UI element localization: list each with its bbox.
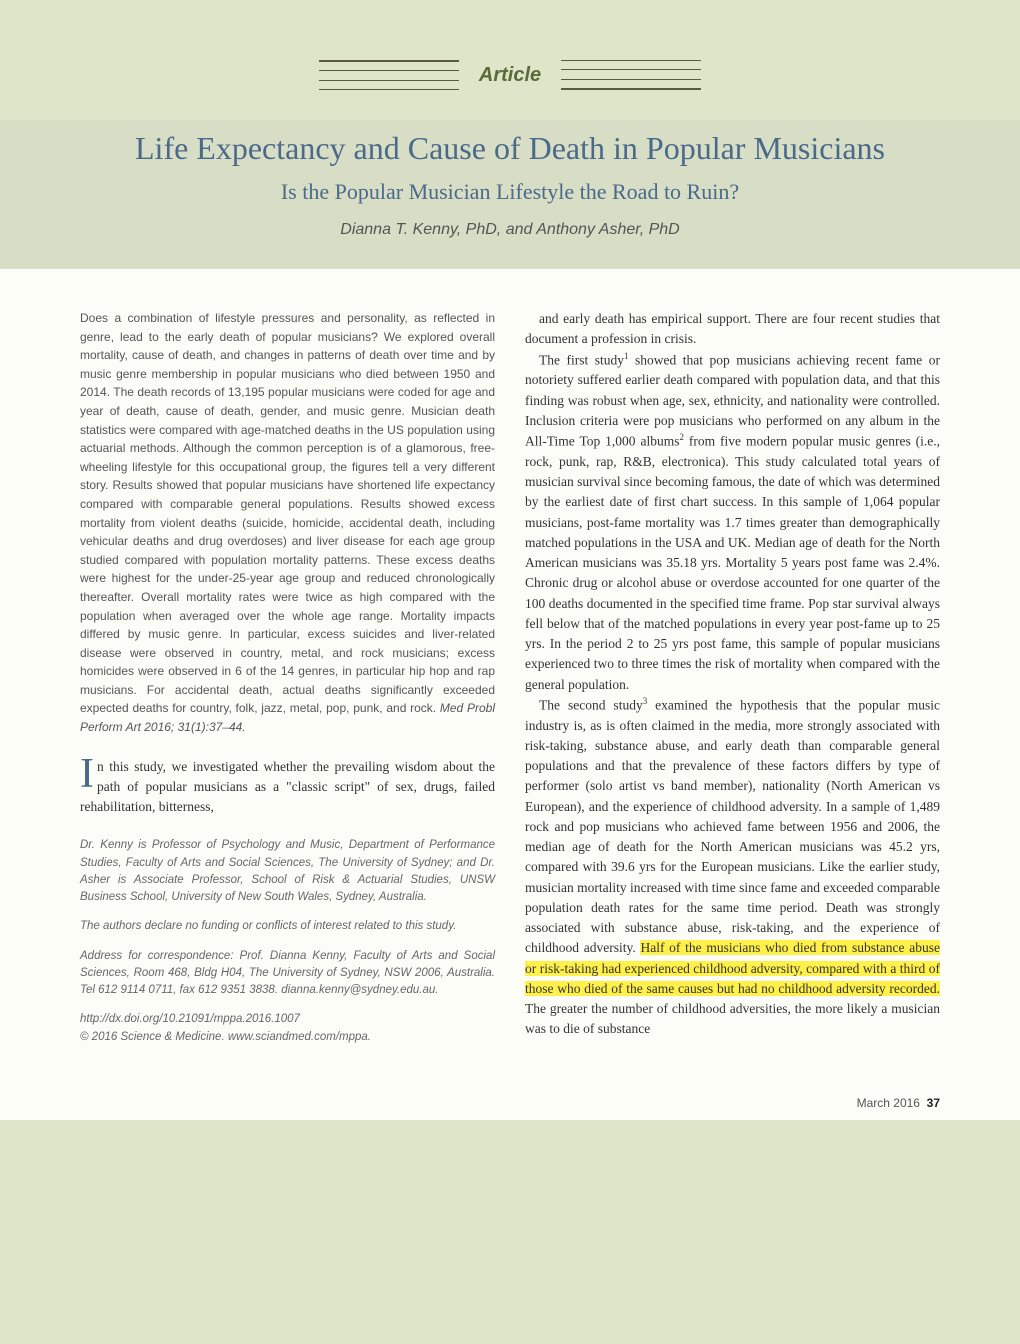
title-band: Life Expectancy and Cause of Death in Po… bbox=[0, 120, 1020, 269]
body-continuation: and early death has empirical support. T… bbox=[525, 309, 940, 350]
p4-a: examined the hypothesis that the popular… bbox=[525, 697, 940, 955]
first-study-paragraph: The first study1 showed that pop musicia… bbox=[525, 350, 940, 695]
intro-paragraph: In this study, we investigated whether t… bbox=[80, 757, 495, 818]
header-band: Article bbox=[0, 40, 1020, 90]
decorative-rules-left bbox=[319, 60, 459, 90]
footnote-correspondence: Address for correspondence: Prof. Dianna… bbox=[80, 948, 495, 1000]
article-label-row: Article bbox=[80, 60, 940, 90]
article-title: Life Expectancy and Cause of Death in Po… bbox=[80, 130, 940, 167]
second-study-paragraph: The second study3 examined the hypothesi… bbox=[525, 695, 940, 1040]
footnote-copyright: © 2016 Science & Medicine. www.sciandmed… bbox=[80, 1031, 371, 1043]
article-body: Does a combination of lifestyle pressure… bbox=[0, 269, 1020, 1088]
footnote-coi: The authors declare no funding or confli… bbox=[80, 918, 495, 935]
p4-pre: The second study bbox=[539, 697, 643, 712]
footnote-doi-copyright: http://dx.doi.org/10.21091/mppa.2016.100… bbox=[80, 1011, 495, 1046]
footnote-block: Dr. Kenny is Professor of Psychology and… bbox=[80, 837, 495, 1046]
article-subtitle: Is the Popular Musician Lifestyle the Ro… bbox=[80, 179, 940, 205]
decorative-rules-right bbox=[561, 60, 701, 90]
article-authors: Dianna T. Kenny, PhD, and Anthony Asher,… bbox=[80, 221, 940, 239]
abstract-text: Does a combination of lifestyle pressure… bbox=[80, 311, 495, 715]
footer-issue: March 2016 bbox=[857, 1096, 920, 1110]
abstract: Does a combination of lifestyle pressure… bbox=[80, 309, 495, 737]
page-footer: March 2016 37 bbox=[0, 1088, 1020, 1120]
footer-page-number: 37 bbox=[927, 1096, 940, 1110]
p3-pre: The first study bbox=[539, 352, 624, 367]
dropcap: I bbox=[80, 757, 97, 793]
footnote-affiliation: Dr. Kenny is Professor of Psychology and… bbox=[80, 837, 495, 906]
p3-post: from five modern popular music genres (i… bbox=[525, 434, 940, 692]
footnote-doi: http://dx.doi.org/10.21091/mppa.2016.100… bbox=[80, 1013, 300, 1025]
intro-text: n this study, we investigated whether th… bbox=[80, 759, 495, 815]
article-label: Article bbox=[479, 64, 541, 87]
p4-b: The greater the number of childhood adve… bbox=[525, 1001, 940, 1036]
